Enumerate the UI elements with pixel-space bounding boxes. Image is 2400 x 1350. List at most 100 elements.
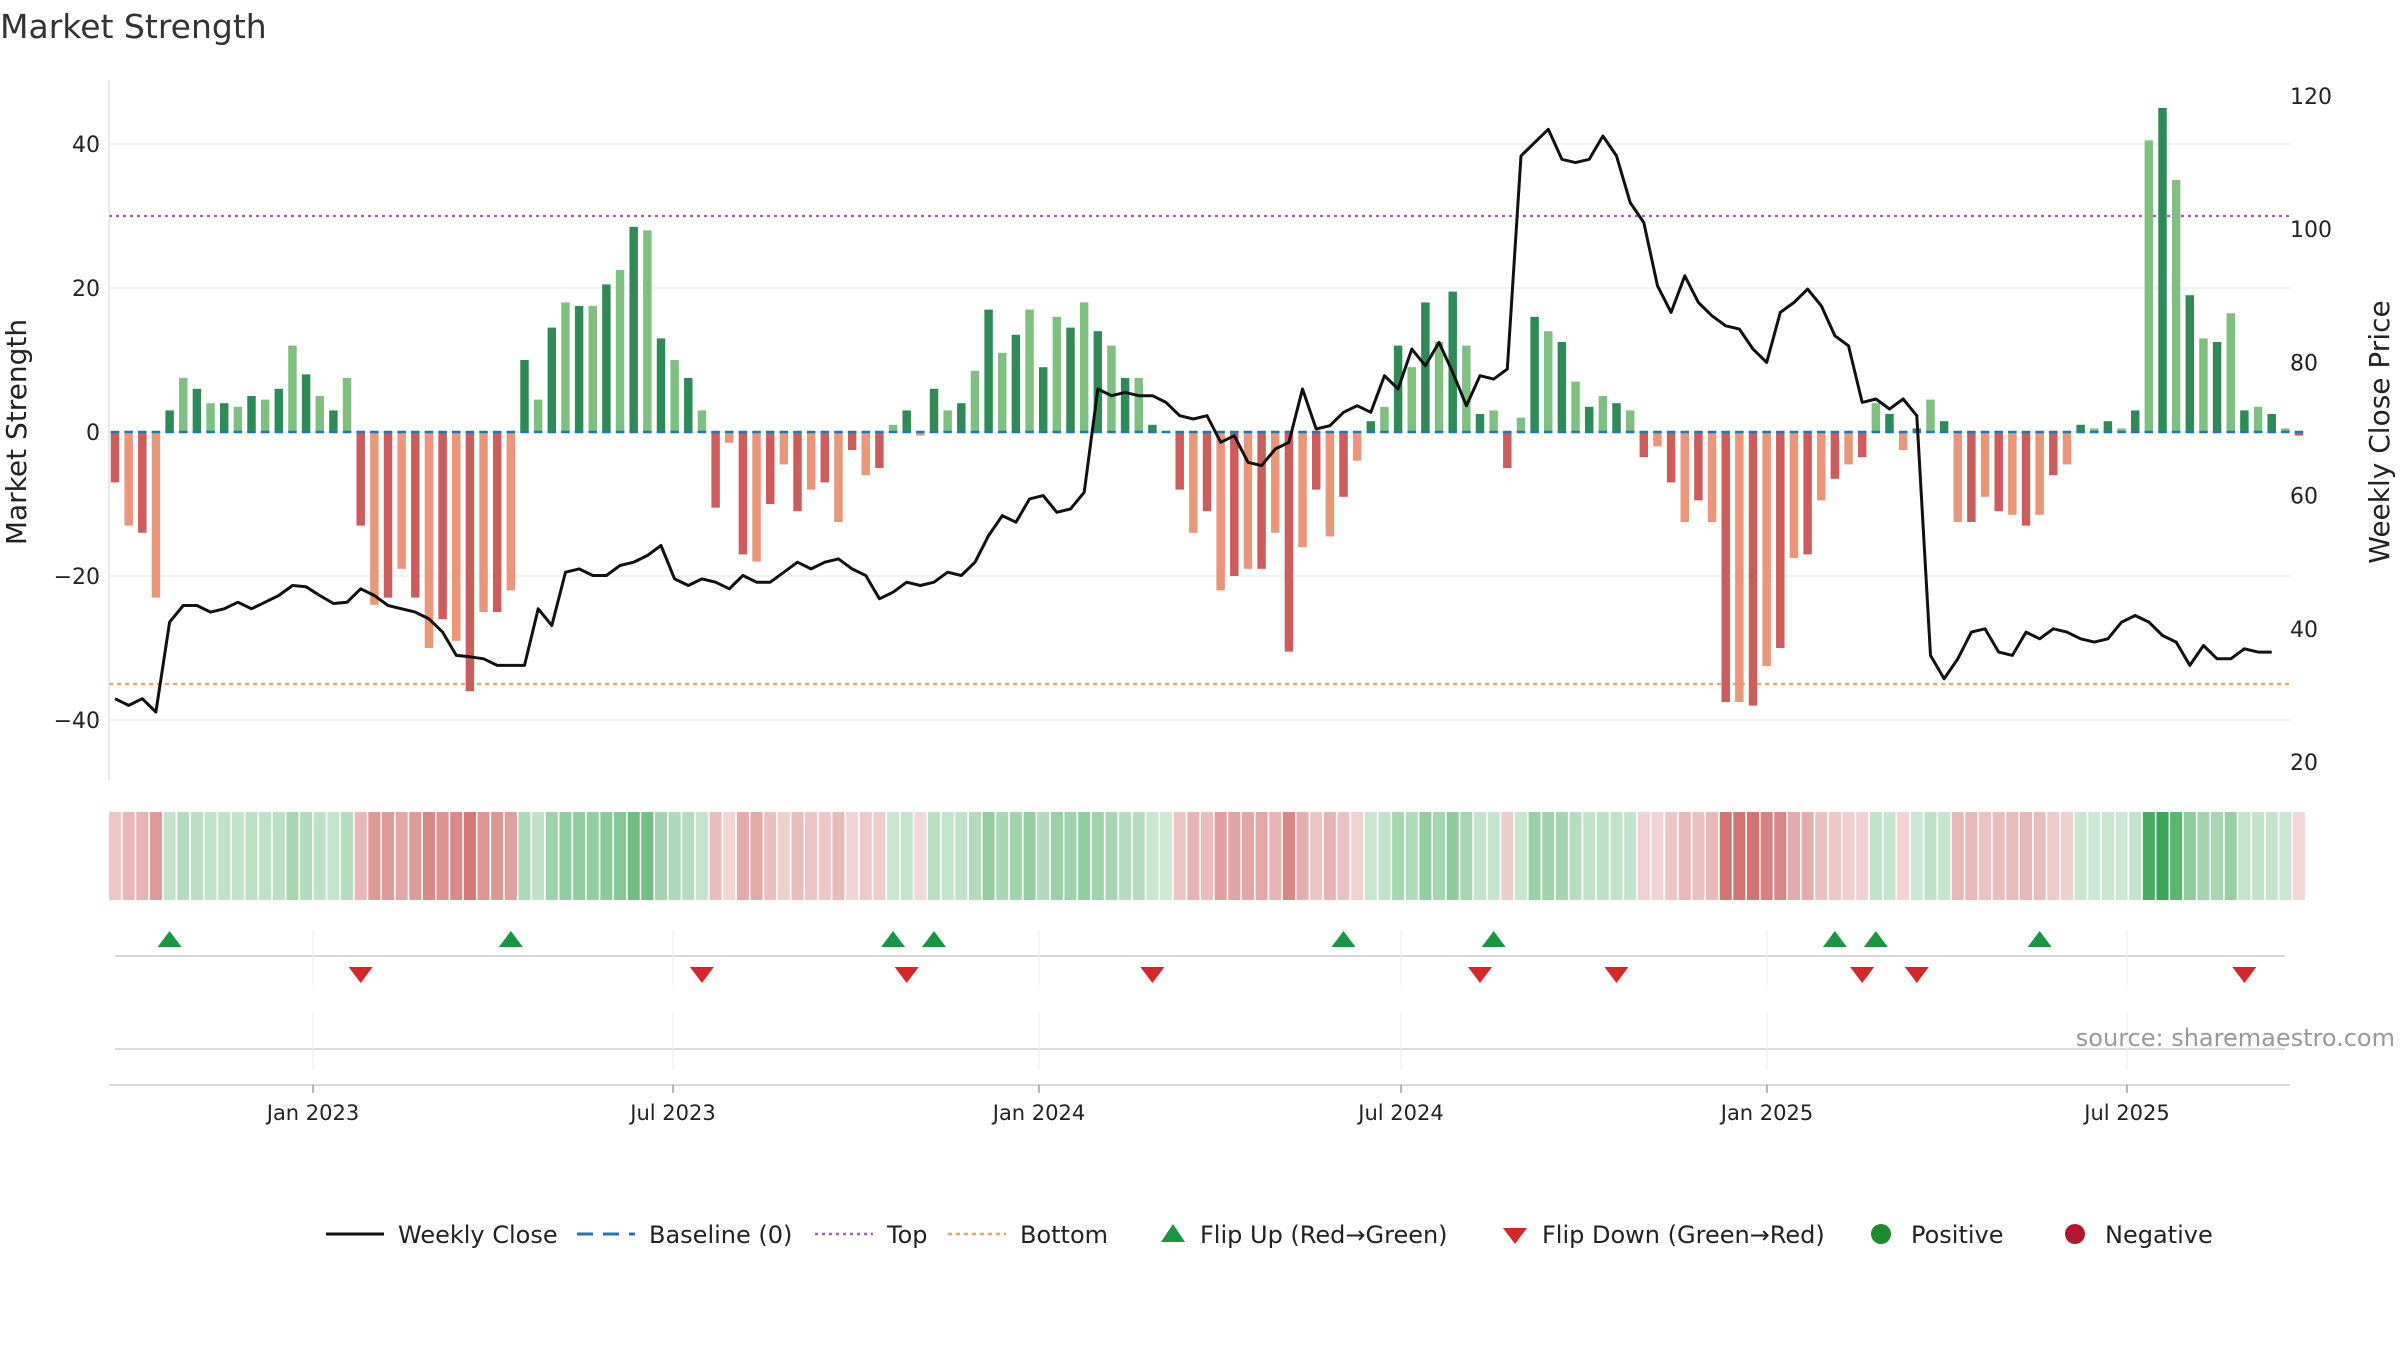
heat-cell [941, 812, 954, 900]
y2-axis-label: Weekly Close Price [2363, 300, 2396, 563]
heat-cell [1487, 812, 1500, 900]
heat-cell [1405, 812, 1418, 900]
strength-bar [2240, 410, 2249, 432]
heat-cell [1228, 812, 1241, 900]
heat-cell [2074, 812, 2087, 900]
strength-bar [1134, 378, 1143, 432]
heat-cell [245, 812, 258, 900]
strength-bar [315, 396, 324, 432]
strength-bar [1639, 432, 1649, 458]
heat-cell [231, 812, 244, 900]
heat-cell [1815, 812, 1828, 900]
strength-bar [574, 306, 584, 432]
weekly-close-series [114, 127, 2272, 714]
strength-bar [1120, 378, 1130, 432]
flip-down-marker [348, 967, 373, 983]
heat-cell [1514, 812, 1527, 900]
strength-bar [1271, 432, 1280, 533]
legend-negative-swatch [2065, 1224, 2085, 1244]
strength-bar [820, 432, 830, 483]
heat-cell [2265, 812, 2278, 900]
strength-bar [397, 432, 406, 569]
gridlines [109, 143, 2290, 721]
strength-bar [1202, 432, 1212, 512]
flip-down-marker [1604, 967, 1629, 983]
strength-bar [1680, 432, 1689, 522]
heat-cell [2115, 812, 2128, 900]
heat-cell [1009, 812, 1022, 900]
heat-cell [654, 812, 668, 900]
strength-bar [1066, 327, 1075, 432]
strength-bar [124, 432, 133, 526]
strength-bar [1421, 302, 1430, 432]
x-tick-label: Jul 2024 [1356, 1101, 1443, 1125]
strength-bar [2226, 313, 2235, 432]
strength-bar [2062, 432, 2072, 465]
heat-cell [1037, 812, 1050, 900]
heat-cell [1569, 812, 1582, 900]
heat-cell [1119, 812, 1132, 900]
strength-bar [916, 432, 925, 436]
heat-cell [1869, 812, 1882, 900]
heat-cell [641, 812, 654, 900]
y-tick-label: −40 [54, 709, 100, 734]
source-note: source: sharemaestro.com [2076, 1024, 2395, 1052]
heat-cell [927, 812, 941, 900]
heat-cell [2006, 812, 2019, 900]
heat-cell [900, 812, 913, 900]
heat-cell [2197, 812, 2210, 900]
strength-bar [561, 302, 570, 432]
strength-bar [738, 432, 748, 555]
strength-bar [1953, 432, 1962, 522]
heat-cell [1774, 812, 1787, 900]
strength-bar [1817, 432, 1826, 501]
strength-bar [984, 309, 993, 432]
flip-up-marker [1331, 931, 1356, 947]
heat-cell [764, 812, 777, 900]
heat-cell [190, 812, 203, 900]
heat-cell [1050, 812, 1063, 900]
strength-bar [2267, 414, 2276, 432]
heat-cell [614, 812, 627, 900]
heat-cell [1610, 812, 1623, 900]
strength-bar [793, 432, 802, 512]
y-tick-label: 0 [86, 421, 100, 446]
strength-bar [1011, 334, 1021, 432]
heat-cell [832, 812, 845, 900]
heat-cell [1091, 812, 1104, 900]
heat-cell [1160, 812, 1173, 900]
flip-down-marker [894, 967, 919, 983]
strength-bar [2103, 421, 2113, 432]
strength-bar [1980, 432, 1990, 497]
strength-bar [1748, 432, 1758, 706]
strength-bar [288, 345, 297, 432]
strength-bar [779, 432, 789, 465]
heat-cell [149, 812, 162, 900]
strength-bar [1339, 432, 1348, 497]
strength-bar [1311, 432, 1321, 490]
strength-bar [1325, 432, 1335, 537]
strength-bar [1857, 432, 1867, 458]
flip-down-marker [2232, 967, 2257, 983]
strength-bar [192, 388, 202, 432]
strength-bar [1462, 345, 1471, 432]
legend: Weekly Close Baseline (0) Top Bottom Flip Up… [326, 1221, 2213, 1249]
strength-bar [1448, 291, 1457, 432]
flip-down-marker [1468, 967, 1492, 983]
legend-label: Baseline (0) [649, 1221, 792, 1249]
strength-bar [957, 403, 966, 432]
strength-bar [2253, 406, 2263, 432]
heat-cell [2060, 812, 2073, 900]
strength-bar [424, 432, 434, 648]
heat-cell [1828, 812, 1841, 900]
strength-bar [752, 432, 761, 562]
strength-bar [1571, 381, 1580, 432]
flip-up-marker [1481, 931, 1506, 947]
heat-cell [1787, 812, 1800, 900]
heat-cell [504, 812, 517, 900]
strength-bar [834, 432, 843, 522]
strength-bar [888, 424, 898, 432]
heat-cell [818, 812, 831, 900]
strength-bar [151, 432, 161, 598]
strength-bar [697, 410, 707, 432]
